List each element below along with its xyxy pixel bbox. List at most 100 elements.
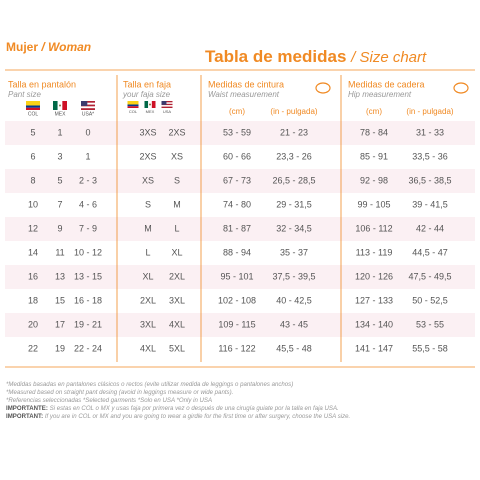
- column-header: (cm): [229, 107, 245, 116]
- cell: 31 - 33: [416, 127, 444, 137]
- cell: M: [144, 223, 152, 233]
- cell: 22: [28, 343, 38, 353]
- cell: 10: [28, 199, 38, 209]
- note-text: If you are in COL or MX and you are goin…: [45, 413, 350, 420]
- cell: 7 - 9: [79, 223, 97, 233]
- group-title: Medidas de cadera: [348, 79, 425, 89]
- note: *Measured based on straight pant desing …: [6, 389, 233, 396]
- cell: 134 - 140: [355, 319, 393, 329]
- cell: 7: [57, 199, 62, 209]
- cell: 42 - 44: [416, 223, 444, 233]
- cell: 2 - 3: [79, 175, 97, 185]
- cell: 67 - 73: [223, 175, 251, 185]
- flag-label: USA: [163, 109, 172, 114]
- cell: 40 - 42,5: [276, 295, 312, 305]
- flag: [161, 101, 173, 108]
- cell: 78 - 84: [360, 127, 388, 137]
- cell: 13 - 15: [74, 271, 102, 281]
- cell: 92 - 98: [360, 175, 388, 185]
- flag: [26, 101, 40, 110]
- flag: [144, 101, 156, 108]
- cell: 32 - 34,5: [276, 223, 312, 233]
- cell: 47,5 - 49,5: [408, 271, 451, 281]
- cell: 55,5 - 58: [412, 343, 448, 353]
- cell: 102 - 108: [218, 295, 256, 305]
- flag-stripe: [161, 101, 173, 103]
- column-header: (in - pulgada): [406, 107, 453, 116]
- flag: [127, 101, 139, 108]
- cell: 53 - 59: [223, 127, 251, 137]
- cell: 35 - 37: [280, 247, 308, 257]
- cell: 106 - 112: [355, 223, 392, 233]
- column-header: (cm): [366, 107, 382, 116]
- note-text: *Medidas basadas en pantalones clásicos …: [6, 381, 293, 388]
- flag-stripe: [81, 106, 95, 109]
- flag-stripe: [81, 102, 95, 105]
- cell: 16: [28, 271, 38, 281]
- cell: 26,5 - 28,5: [272, 175, 315, 185]
- flag-label: MEX: [55, 111, 67, 117]
- flag-stripe: [53, 101, 58, 110]
- left-title: Mujer / Woman: [6, 40, 91, 54]
- cell: 20: [28, 319, 38, 329]
- flag-stripe: [144, 101, 149, 108]
- cell: 23,3 - 26: [276, 151, 312, 161]
- left-title-text: Mujer: [6, 40, 38, 54]
- note-text: *Referencias seleccionadas *Selected gar…: [6, 397, 212, 404]
- note: *Referencias seleccionadas *Selected gar…: [6, 397, 212, 404]
- cell: L: [174, 223, 179, 233]
- flag-stripe: [26, 107, 40, 110]
- cell: 1: [85, 151, 90, 161]
- cell: 22 - 24: [74, 343, 102, 353]
- cell: 95 - 101: [220, 271, 253, 281]
- note: IMPORTANTE: Si estas en COL o MX y usas …: [6, 405, 339, 412]
- cell: 16 - 18: [74, 295, 102, 305]
- cell: 141 - 147: [355, 343, 393, 353]
- title: Tabla de medidas / Size chart: [205, 47, 427, 66]
- cell: 2XS: [168, 127, 185, 137]
- flag-stripe: [81, 104, 95, 107]
- row-band: [5, 217, 475, 241]
- flag-emblem: [59, 104, 61, 107]
- cell: 109 - 115: [218, 319, 255, 329]
- flag-canton: [161, 101, 167, 105]
- flag-stripe: [161, 106, 173, 108]
- cell: 74 - 80: [223, 199, 251, 209]
- flag-stripe: [26, 105, 40, 108]
- cell: 6: [30, 151, 35, 161]
- cell: 4 - 6: [79, 199, 97, 209]
- flag: [53, 101, 67, 110]
- flag-stripe: [127, 101, 139, 105]
- note-text: Si estas en COL o MX y usas faja por pri…: [50, 405, 339, 412]
- cell: 4XL: [169, 319, 185, 329]
- cell: 116 - 122: [218, 343, 255, 353]
- cell: S: [174, 175, 180, 185]
- row-band: [5, 265, 475, 289]
- cell: 3XS: [139, 127, 156, 137]
- flag-label: COL: [129, 109, 138, 114]
- cell: 113 - 119: [356, 247, 393, 257]
- cell: 12: [28, 223, 38, 233]
- flag-stripe: [151, 101, 156, 108]
- cell: 127 - 133: [355, 295, 393, 305]
- cell: 19: [55, 343, 65, 353]
- cell: XL: [142, 271, 153, 281]
- cell: 5XL: [169, 343, 185, 353]
- cell: 29 - 31,5: [276, 199, 312, 209]
- cell: 2XL: [169, 271, 185, 281]
- row-band: [5, 121, 475, 145]
- group-subtitle: your faja size: [122, 90, 171, 99]
- cell: 3XL: [140, 319, 156, 329]
- body-icon: [315, 82, 331, 94]
- group-title: Medidas de cintura: [208, 79, 284, 89]
- cell: 4XL: [140, 343, 156, 353]
- cell: 17: [55, 319, 65, 329]
- group-title: Talla en pantalón: [8, 79, 76, 89]
- cell: 60 - 66: [223, 151, 251, 161]
- row-band: [5, 169, 475, 193]
- flag-label: USA*: [82, 111, 94, 117]
- flag-stripe: [62, 101, 67, 110]
- cell: XS: [142, 175, 154, 185]
- group-title: Talla en faja: [123, 79, 171, 89]
